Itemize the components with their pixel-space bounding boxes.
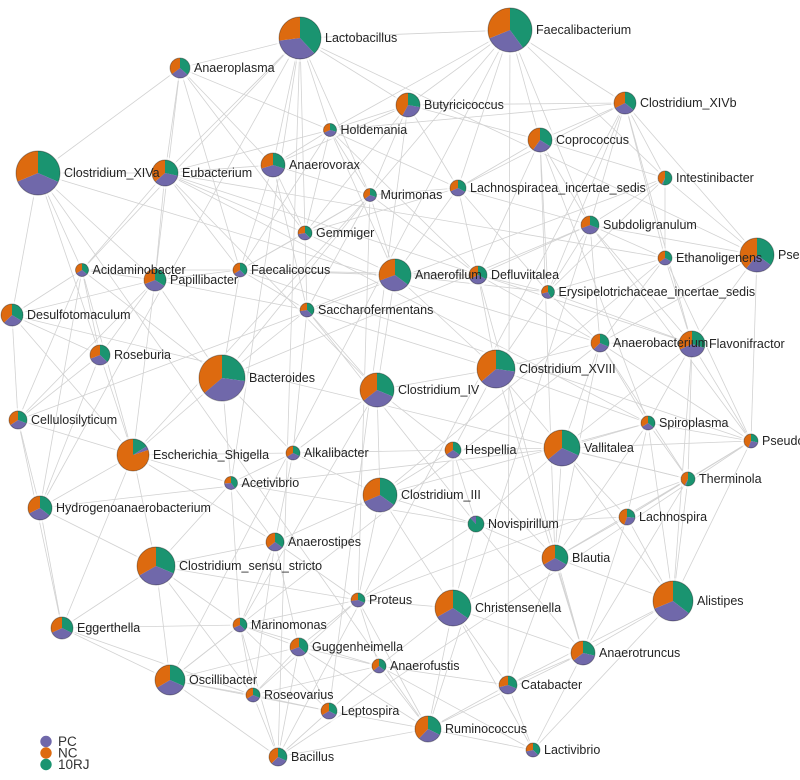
svg-text:Flavonifractor: Flavonifractor xyxy=(709,337,785,351)
svg-text:Faecalicoccus: Faecalicoccus xyxy=(251,263,330,277)
svg-text:Clostridium_sensu_stricto: Clostridium_sensu_stricto xyxy=(179,559,322,573)
svg-text:Anaerotruncus: Anaerotruncus xyxy=(599,646,680,660)
svg-text:Butyricicoccus: Butyricicoccus xyxy=(424,98,504,112)
svg-text:Papillibacter: Papillibacter xyxy=(170,273,238,287)
svg-text:Intestinibacter: Intestinibacter xyxy=(676,171,754,185)
svg-text:Anaerovorax: Anaerovorax xyxy=(289,158,361,172)
svg-text:Ethanoligenens: Ethanoligenens xyxy=(676,251,762,265)
svg-text:Clostridium_XVIII: Clostridium_XVIII xyxy=(519,362,616,376)
svg-text:Saccharofermentans: Saccharofermentans xyxy=(318,303,433,317)
svg-text:Leptospira: Leptospira xyxy=(341,704,399,718)
svg-text:Hespellia: Hespellia xyxy=(465,443,516,457)
svg-text:Anaerostipes: Anaerostipes xyxy=(288,535,361,549)
svg-text:Anaerofilum: Anaerofilum xyxy=(415,268,482,282)
svg-text:Novispirillum: Novispirillum xyxy=(488,517,559,531)
svg-text:Lachnospiracea_incertae_sedis: Lachnospiracea_incertae_sedis xyxy=(470,181,646,195)
svg-text:Eubacterium: Eubacterium xyxy=(182,166,252,180)
svg-text:Faecalibacterium: Faecalibacterium xyxy=(536,23,631,37)
svg-text:Spiroplasma: Spiroplasma xyxy=(659,416,729,430)
svg-text:Blautia: Blautia xyxy=(572,551,610,565)
svg-text:10RJ: 10RJ xyxy=(58,757,90,772)
svg-text:Therminola: Therminola xyxy=(699,472,762,486)
svg-text:Eggerthella: Eggerthella xyxy=(77,621,140,635)
svg-text:Lachnospira: Lachnospira xyxy=(639,510,707,524)
svg-text:Holdemania: Holdemania xyxy=(341,123,408,137)
svg-text:Pseudot: Pseudot xyxy=(762,434,800,448)
svg-text:Oscillibacter: Oscillibacter xyxy=(189,673,257,687)
svg-text:Anaerobacterium: Anaerobacterium xyxy=(613,336,708,350)
svg-text:Pseud: Pseud xyxy=(778,248,800,262)
svg-text:Lactivibrio: Lactivibrio xyxy=(544,743,600,757)
svg-text:Alistipes: Alistipes xyxy=(697,594,744,608)
svg-text:Ruminococcus: Ruminococcus xyxy=(445,722,527,736)
svg-text:Defluviitalea: Defluviitalea xyxy=(491,268,559,282)
svg-text:Roseovarius: Roseovarius xyxy=(264,688,333,702)
svg-text:Anaerofustis: Anaerofustis xyxy=(390,659,459,673)
svg-text:Bacillus: Bacillus xyxy=(291,750,334,764)
svg-text:Gemmiger: Gemmiger xyxy=(316,226,374,240)
svg-text:Murimonas: Murimonas xyxy=(381,188,443,202)
svg-text:Clostridium_III: Clostridium_III xyxy=(401,488,481,502)
svg-text:Cellulosilyticum: Cellulosilyticum xyxy=(31,413,117,427)
svg-text:Clostridium_IV: Clostridium_IV xyxy=(398,383,480,397)
svg-text:Guggenheimella: Guggenheimella xyxy=(312,640,403,654)
svg-text:Vallitalea: Vallitalea xyxy=(584,441,634,455)
svg-text:Proteus: Proteus xyxy=(369,593,412,607)
svg-text:Acetivibrio: Acetivibrio xyxy=(242,476,300,490)
svg-text:Alkalibacter: Alkalibacter xyxy=(304,446,369,460)
svg-text:Coprococcus: Coprococcus xyxy=(556,133,629,147)
svg-text:Catabacter: Catabacter xyxy=(521,678,582,692)
svg-text:Lactobacillus: Lactobacillus xyxy=(325,31,397,45)
svg-text:Escherichia_Shigella: Escherichia_Shigella xyxy=(153,448,269,462)
svg-text:Clostridium_XIVa: Clostridium_XIVa xyxy=(64,166,160,180)
svg-text:Clostridium_XIVb: Clostridium_XIVb xyxy=(640,96,737,110)
svg-text:Marinomonas: Marinomonas xyxy=(251,618,327,632)
svg-text:Erysipelotrichaceae_incertae_s: Erysipelotrichaceae_incertae_sedis xyxy=(559,285,756,299)
svg-text:Anaeroplasma: Anaeroplasma xyxy=(194,61,275,75)
svg-text:Subdoligranulum: Subdoligranulum xyxy=(603,218,697,232)
svg-text:Roseburia: Roseburia xyxy=(114,348,171,362)
svg-text:Desulfotomaculum: Desulfotomaculum xyxy=(27,308,131,322)
svg-text:Bacteroides: Bacteroides xyxy=(249,371,315,385)
svg-text:Christensenella: Christensenella xyxy=(475,601,561,615)
svg-text:Hydrogenoanaerobacterium: Hydrogenoanaerobacterium xyxy=(56,501,211,515)
